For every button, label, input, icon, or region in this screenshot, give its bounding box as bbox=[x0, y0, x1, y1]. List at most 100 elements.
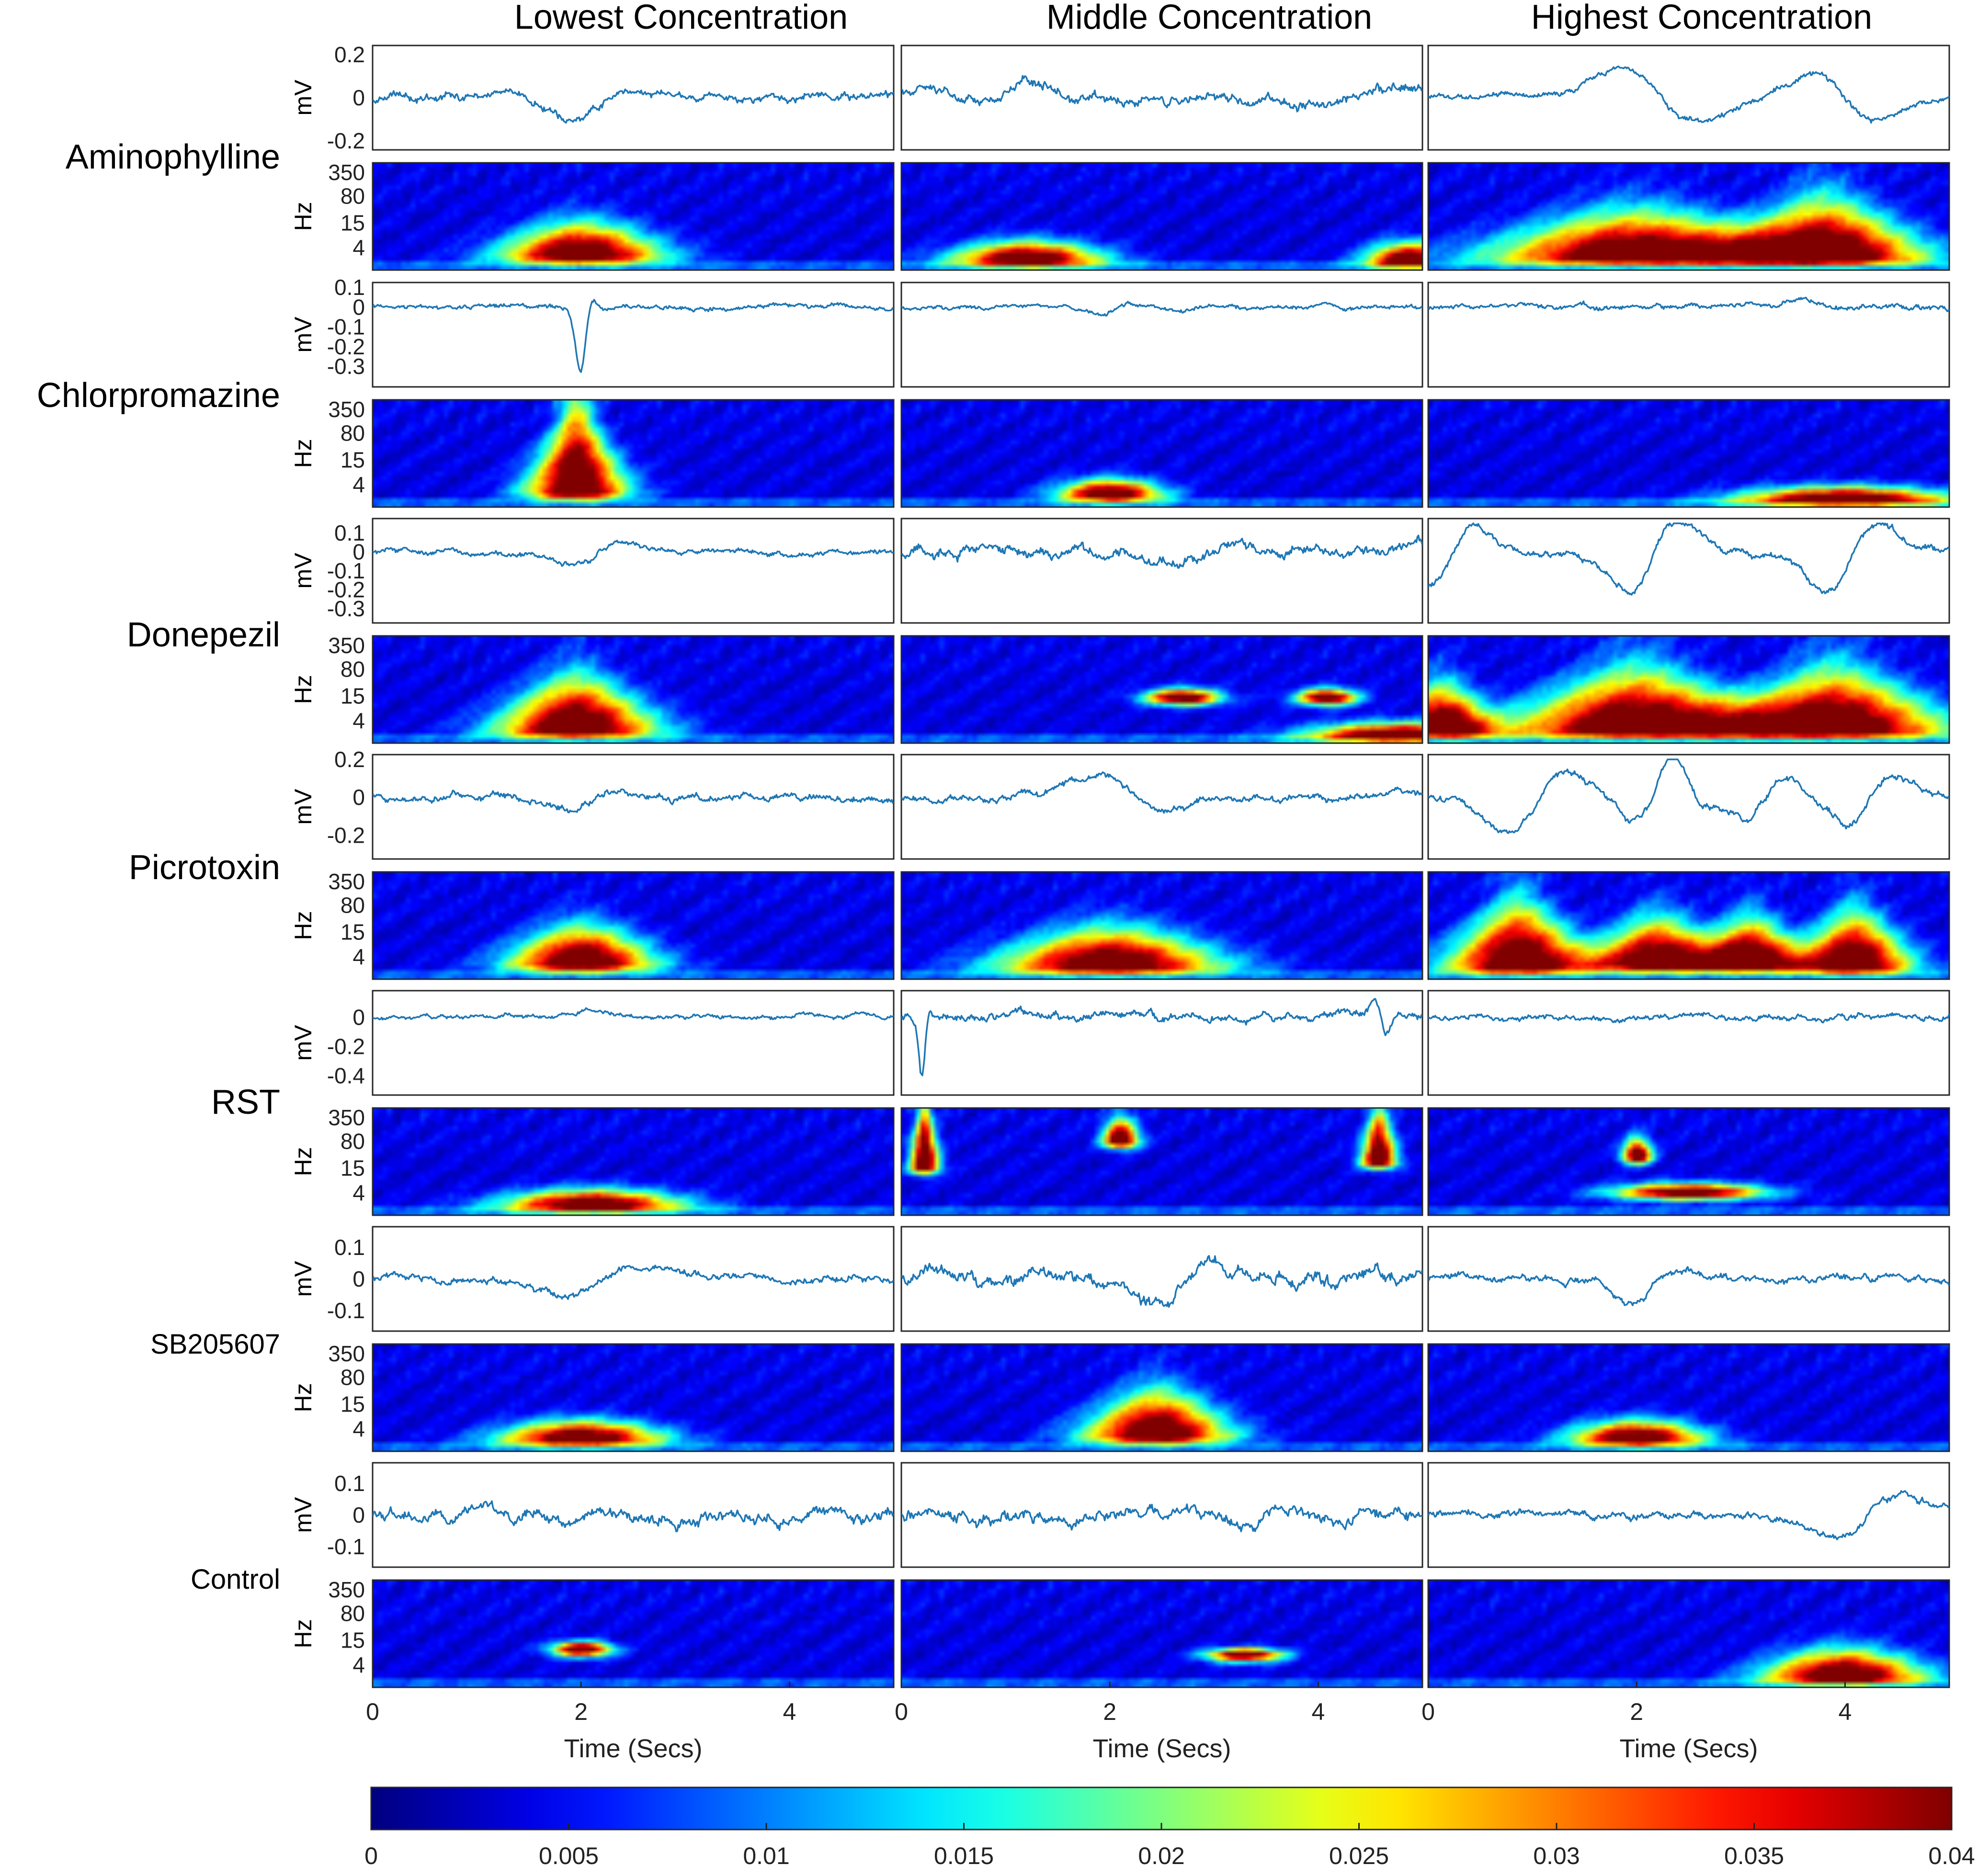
spectrogram-frame bbox=[1427, 1343, 1950, 1452]
trace-tick-label: -0.2 bbox=[327, 577, 365, 602]
trace-tick-label: -0.2 bbox=[327, 823, 365, 848]
trace-panel bbox=[1427, 754, 1950, 860]
trace-tick-label: 0 bbox=[352, 539, 365, 564]
spectrogram-frame bbox=[900, 1579, 1423, 1688]
spectrogram-tick-label: 350 bbox=[328, 1341, 365, 1366]
colorbar-tick-label: 0.04 bbox=[1928, 1842, 1975, 1869]
spectrogram-frame bbox=[900, 871, 1423, 980]
spectrogram-frame bbox=[900, 399, 1423, 508]
trace-tick-label: 0 bbox=[352, 785, 365, 810]
row-label: Donepezil bbox=[127, 616, 280, 654]
colorbar-tick-label: 0.025 bbox=[1329, 1842, 1389, 1869]
trace-line bbox=[373, 1500, 894, 1533]
trace-tick-label: -0.2 bbox=[327, 128, 365, 153]
x-tick-label: 4 bbox=[783, 1698, 796, 1725]
spectrogram-image bbox=[901, 400, 1422, 507]
trace-tick-label: -0.3 bbox=[327, 354, 365, 379]
trace-line bbox=[901, 1503, 1422, 1533]
trace-panel bbox=[900, 1462, 1423, 1568]
trace-panel bbox=[900, 990, 1423, 1096]
spectrogram-frame bbox=[900, 1343, 1423, 1452]
x-tick-label: 4 bbox=[1311, 1698, 1325, 1725]
colorbar-tick-label: 0.03 bbox=[1533, 1842, 1580, 1869]
spectrogram-ylabel: Hz bbox=[290, 1619, 317, 1648]
spectrogram-tick-label: 350 bbox=[328, 397, 365, 422]
trace-panel bbox=[900, 754, 1423, 860]
column-title: Middle Concentration bbox=[1046, 0, 1372, 36]
trace-panel bbox=[1427, 518, 1950, 624]
x-axis-label: Time (Secs) bbox=[1619, 1734, 1758, 1763]
trace-tick-label: 0.1 bbox=[334, 520, 365, 545]
spectrogram-frame bbox=[900, 162, 1423, 271]
spectrogram-image bbox=[1428, 400, 1949, 507]
colorbar bbox=[370, 1786, 1953, 1831]
trace-line bbox=[373, 299, 894, 373]
trace-tick-label: 0 bbox=[352, 85, 365, 110]
spectrogram-tick-label: 15 bbox=[341, 447, 365, 472]
trace-line bbox=[1428, 758, 1949, 834]
spectrogram-tick-label: 4 bbox=[352, 1652, 365, 1677]
spectrogram-image bbox=[373, 1344, 894, 1451]
trace-tick-label: -0.2 bbox=[327, 334, 365, 359]
trace-tick-label: -0.2 bbox=[327, 1034, 365, 1059]
spectrogram-frame bbox=[372, 1579, 895, 1688]
spectrogram-frame bbox=[1427, 1107, 1950, 1216]
trace-panel bbox=[1427, 282, 1950, 388]
row-label: RST bbox=[211, 1083, 280, 1121]
trace-line bbox=[373, 540, 894, 567]
spectrogram-tick-label: 4 bbox=[352, 708, 365, 733]
x-tick-label: 0 bbox=[895, 1698, 908, 1725]
spectrogram-image bbox=[1428, 1344, 1949, 1451]
trace-tick-label: 0.2 bbox=[334, 42, 365, 67]
trace-tick-label: 0 bbox=[352, 1503, 365, 1527]
spectrogram-tick-label: 350 bbox=[328, 1105, 365, 1130]
spectrogram-frame bbox=[1427, 162, 1950, 271]
trace-ylabel: mV bbox=[290, 79, 317, 116]
colorbar-tick-label: 0.02 bbox=[1138, 1842, 1184, 1869]
trace-panel bbox=[1427, 990, 1950, 1096]
row-label: Aminophylline bbox=[66, 138, 280, 176]
trace-line bbox=[1428, 296, 1949, 312]
spectrogram-image bbox=[901, 1108, 1422, 1215]
spectrogram-image bbox=[373, 400, 894, 507]
trace-line bbox=[1428, 1490, 1949, 1540]
trace-ylabel: mV bbox=[290, 553, 317, 589]
spectrogram-tick-label: 15 bbox=[341, 1391, 365, 1416]
trace-line bbox=[373, 788, 894, 814]
spectrogram-frame bbox=[372, 871, 895, 980]
spectrogram-tick-label: 350 bbox=[328, 1577, 365, 1602]
trace-panel bbox=[1427, 1462, 1950, 1568]
trace-tick-label: 0 bbox=[352, 294, 365, 319]
x-tick-label: 2 bbox=[1103, 1698, 1116, 1725]
row-label: Picrotoxin bbox=[129, 848, 280, 887]
spectrogram-tick-label: 80 bbox=[341, 1601, 365, 1626]
trace-tick-label: -0.3 bbox=[327, 596, 365, 621]
spectrogram-tick-label: 80 bbox=[341, 1365, 365, 1390]
spectrogram-frame bbox=[1427, 1579, 1950, 1688]
trace-panel bbox=[1427, 45, 1950, 151]
colorbar-tick-label: 0 bbox=[364, 1842, 378, 1869]
trace-line bbox=[1428, 65, 1949, 124]
spectrogram-tick-label: 80 bbox=[341, 420, 365, 445]
spectrogram-tick-label: 15 bbox=[341, 1627, 365, 1652]
spectrogram-frame bbox=[372, 635, 895, 744]
spectrogram-image bbox=[901, 1344, 1422, 1451]
trace-line bbox=[901, 998, 1422, 1076]
colorbar-tick-label: 0.005 bbox=[539, 1842, 599, 1869]
spectrogram-ylabel: Hz bbox=[290, 911, 317, 940]
trace-line bbox=[901, 534, 1422, 569]
trace-line bbox=[901, 771, 1422, 814]
spectrogram-tick-label: 350 bbox=[328, 869, 365, 894]
spectrogram-tick-label: 15 bbox=[341, 919, 365, 944]
trace-tick-label: 0.1 bbox=[334, 1471, 365, 1496]
spectrogram-image bbox=[901, 636, 1422, 743]
x-axis-label: Time (Secs) bbox=[564, 1734, 702, 1763]
trace-line bbox=[901, 75, 1422, 113]
spectrogram-ylabel: Hz bbox=[290, 675, 317, 704]
x-tick-label: 0 bbox=[366, 1698, 379, 1725]
trace-panel bbox=[372, 518, 895, 624]
trace-panel bbox=[900, 518, 1423, 624]
spectrogram-frame bbox=[900, 1107, 1423, 1216]
trace-panel bbox=[372, 45, 895, 151]
